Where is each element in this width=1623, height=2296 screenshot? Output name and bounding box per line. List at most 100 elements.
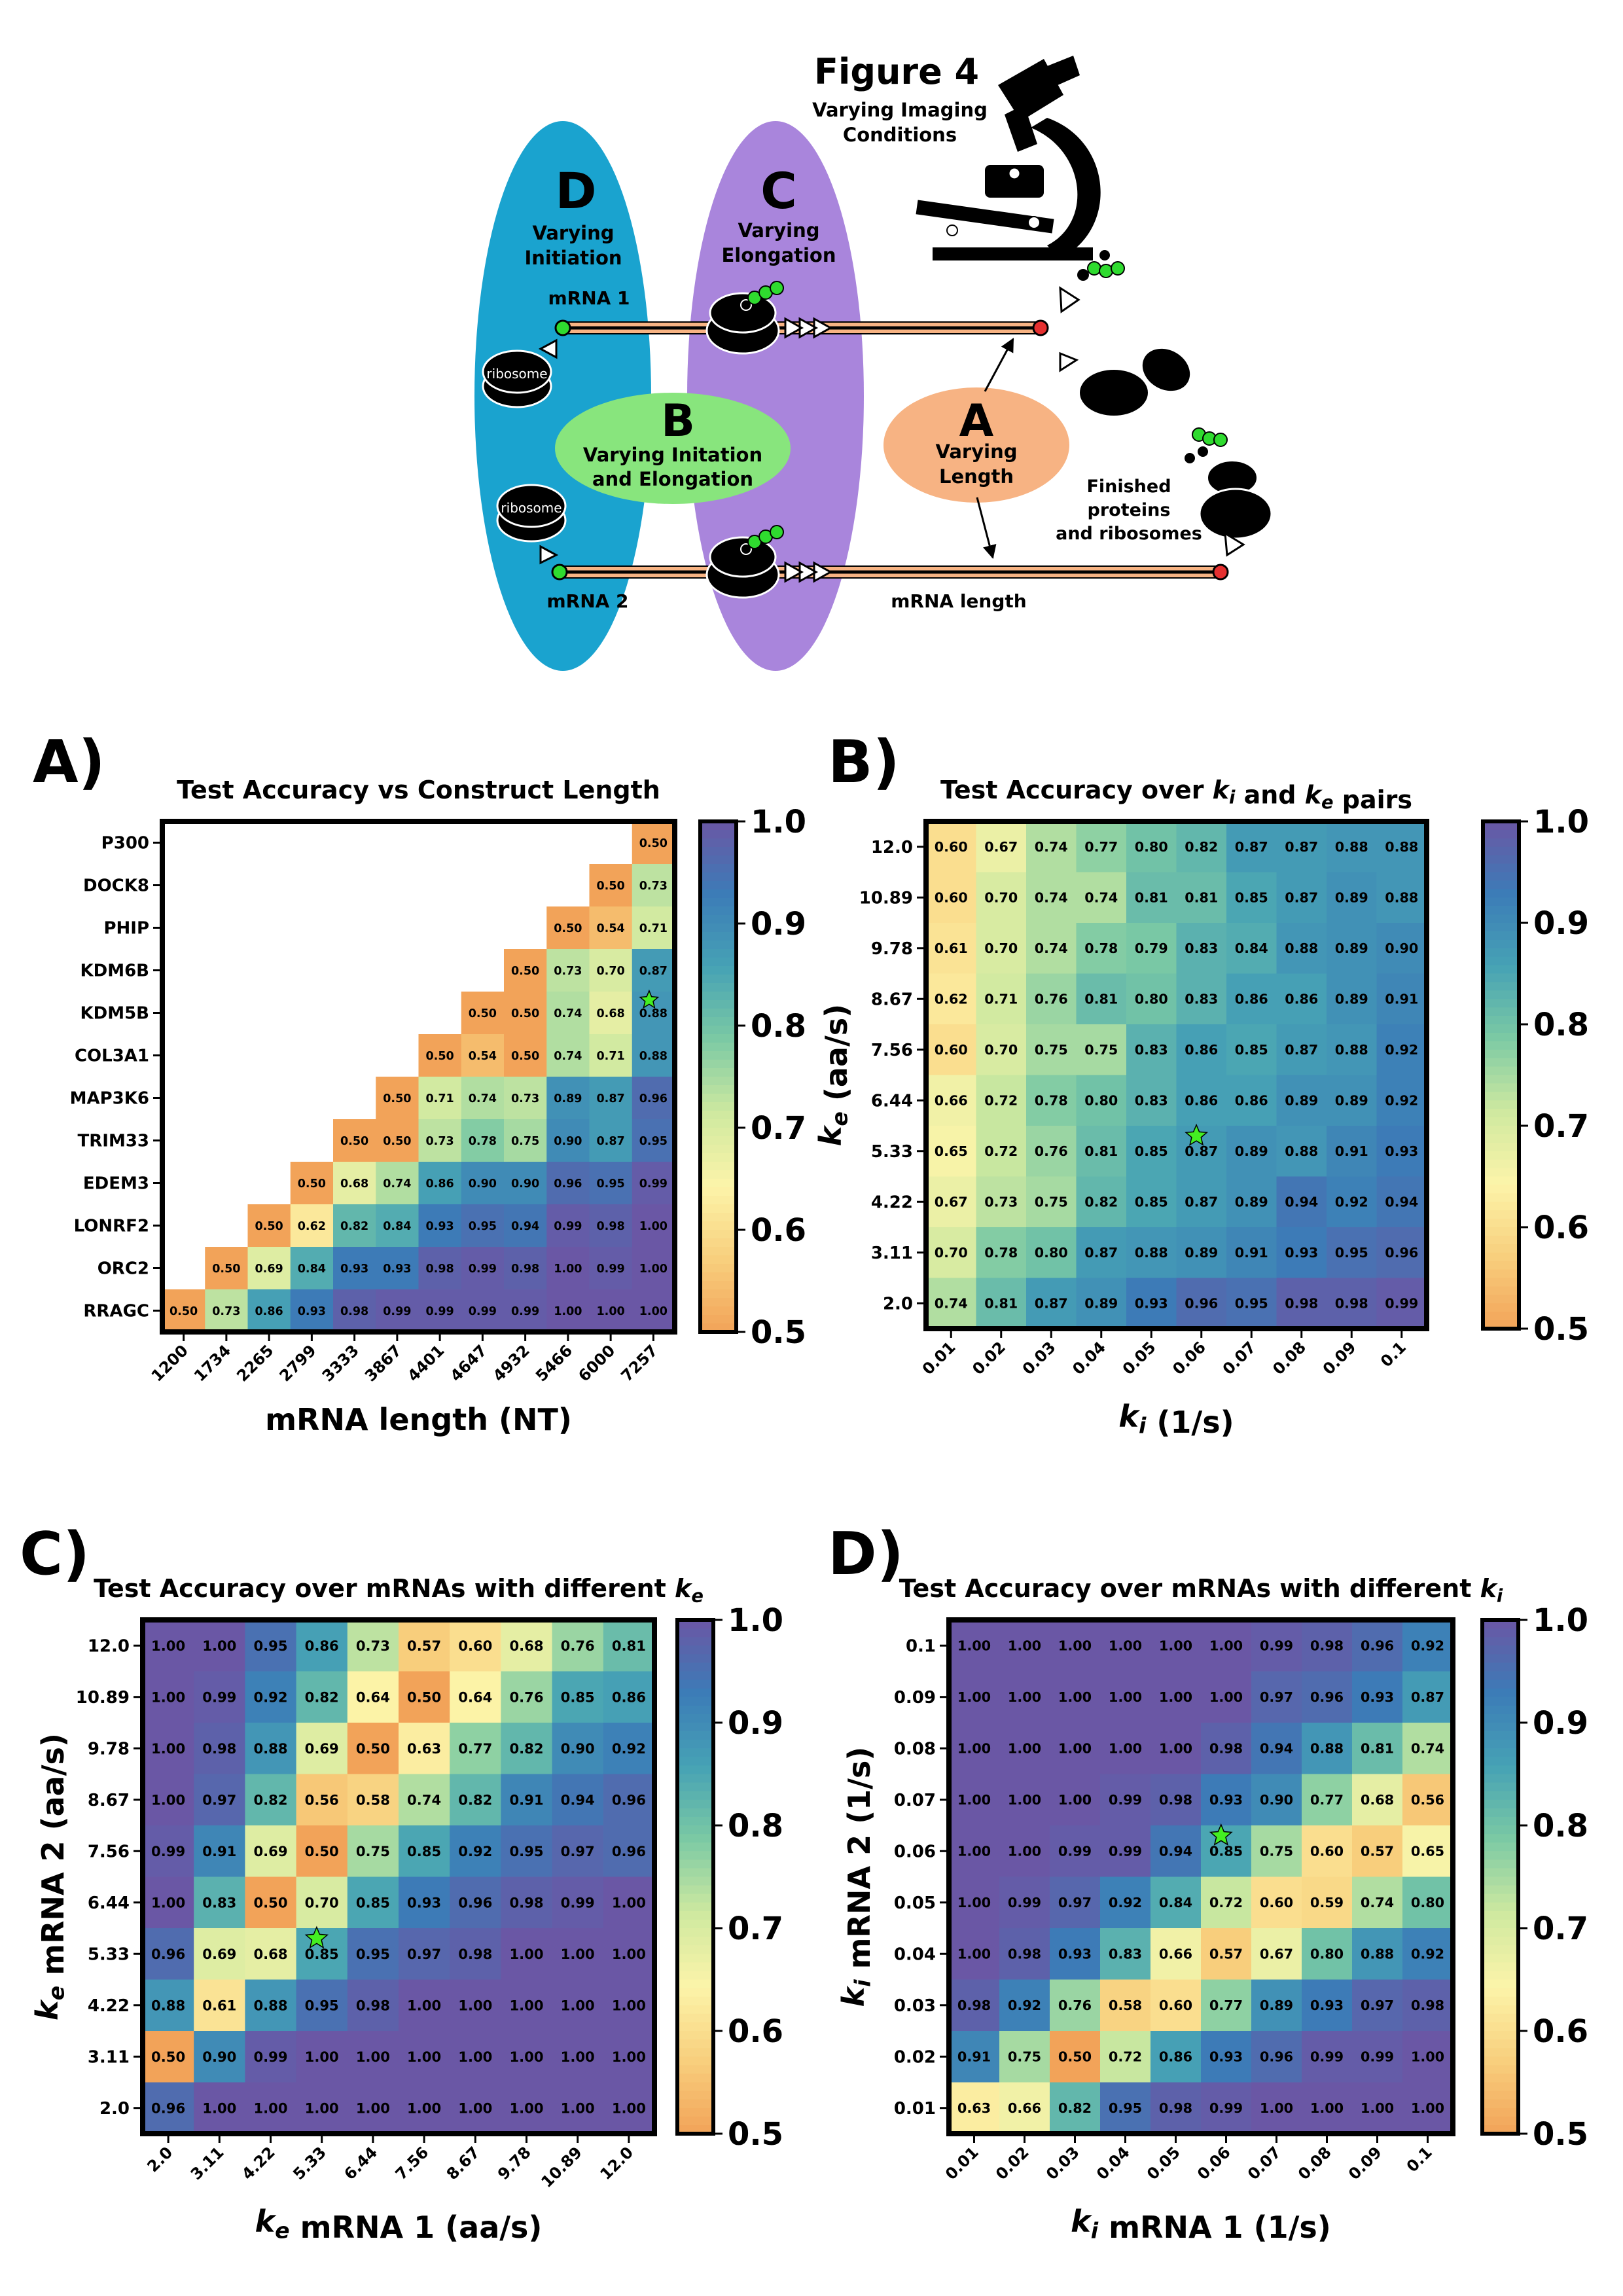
cell-value-label: 0.84	[1159, 1895, 1192, 1910]
cell-value-label: 1.00	[1411, 2100, 1444, 2116]
heatmap-cell	[1150, 1723, 1202, 1775]
cell-value-label: 1.00	[957, 1792, 991, 1808]
heatmap-cell	[1251, 1825, 1302, 1878]
colorbar-segment	[1482, 1740, 1518, 1749]
colorbar-segment	[1482, 1662, 1518, 1672]
heatmap-cell	[1126, 872, 1177, 924]
colorbar-segment	[1483, 855, 1519, 865]
x-tick-label: 3333	[319, 1341, 363, 1385]
colorbar-segment	[1483, 1083, 1519, 1093]
x-tick-label: 7.56	[392, 2143, 433, 2183]
heatmap-cell	[949, 1825, 1000, 1878]
colorbar-segment	[1483, 1312, 1519, 1321]
colorbar-segment	[1482, 1799, 1518, 1809]
heatmap-cell	[926, 1024, 977, 1076]
heatmap-cell	[546, 1119, 590, 1162]
heatmap-cell	[552, 2031, 604, 2083]
heatmap-cell	[1026, 821, 1077, 873]
colorbar-segment	[1483, 1066, 1519, 1076]
x-tick-label: 7257	[618, 1341, 662, 1385]
colorbar-segment	[677, 1971, 713, 1981]
cell-value-label: 0.74	[407, 1791, 441, 1808]
heatmap-cell	[194, 1979, 245, 2032]
cell-value-label: 0.60	[935, 1042, 968, 1058]
cell-value-label: 1.00	[151, 1740, 185, 1757]
figure-title: Figure 4	[814, 51, 979, 92]
colorbar-segment	[1482, 1902, 1518, 1912]
colorbar-segment	[700, 1077, 736, 1086]
cell-value-label: 0.87	[1035, 1296, 1068, 1312]
heatmap-cell	[1302, 1928, 1353, 1981]
colorbar-segment	[700, 1111, 736, 1120]
colorbar-tick-label: 1.0	[1533, 804, 1589, 840]
cell-value-label: 1.00	[596, 1305, 624, 1318]
mrna2-label: mRNA 2	[546, 590, 628, 612]
colorbar-segment	[1482, 2056, 1518, 2066]
cell-value-label: 0.78	[1035, 1093, 1068, 1109]
y-tick-label: 0.07	[894, 1791, 936, 1810]
colorbar-segment	[700, 1068, 736, 1077]
colorbar-segment	[677, 1825, 713, 1835]
mrna1-end-cap	[1032, 319, 1049, 336]
chart-title: Test Accuracy over ki​ and ke​ pairs	[940, 776, 1412, 814]
finished-label-line1: Finished	[1086, 476, 1171, 497]
colorbar-segment	[677, 2090, 713, 2100]
cell-value-label: 0.88	[1285, 941, 1318, 956]
heatmap-cell	[1076, 923, 1127, 975]
cell-value-label: 0.93	[1209, 1792, 1243, 1808]
heatmap-cell	[347, 2082, 399, 2134]
cell-value-label: 1.00	[458, 1997, 492, 2013]
cell-value-label: 0.85	[1209, 1844, 1243, 1859]
y-tick-label: 10.89	[859, 888, 913, 908]
cell-value-label: 1.00	[356, 2049, 390, 2065]
colorbar-segment	[1482, 1620, 1518, 1629]
heatmap-cell	[1276, 923, 1327, 975]
colorbar-segment	[1483, 829, 1519, 839]
cell-value-label: 0.75	[1084, 1042, 1118, 1058]
cell-value-label: 0.85	[1235, 1042, 1268, 1058]
heatmap-cell	[1201, 1876, 1252, 1929]
colorbar-segment	[1483, 821, 1519, 831]
heatmap-cell	[1201, 2031, 1252, 2083]
cell-value-label: 0.74	[935, 1296, 968, 1312]
heatmap-cell	[1302, 1774, 1353, 1826]
x-tick-label: 0.06	[1169, 1338, 1209, 1378]
colorbar-segment	[700, 821, 736, 831]
panel-c-label-line1: Varying	[738, 219, 820, 242]
heatmap-cell	[1176, 821, 1227, 873]
heatmap-cell	[245, 2031, 297, 2083]
colorbar-segment	[1483, 956, 1519, 966]
cell-value-label: 0.87	[1235, 839, 1268, 855]
heatmap-panel-a: A) Test Accuracy vs Construct Length 0.50 0…	[33, 728, 806, 1437]
heatmap-cell	[1376, 1176, 1427, 1228]
cell-value-label: 0.82	[253, 1791, 287, 1808]
heatmap-cell	[245, 1671, 297, 1723]
heatmap-cell	[589, 1034, 633, 1077]
cell-value-label: 1.00	[554, 1305, 582, 1318]
cell-value-label: 0.75	[356, 1843, 390, 1859]
heatmap-cell	[999, 1876, 1050, 1929]
x-tick-label: 10.89	[537, 2143, 585, 2191]
heatmap-cell	[194, 1928, 245, 1981]
colorbar-segment	[677, 1620, 713, 1629]
x-tick-label: 2799	[276, 1341, 320, 1385]
cell-value-label: 1.00	[612, 1997, 646, 2013]
colorbar-segment	[677, 1962, 713, 1972]
cell-value-label: 0.77	[458, 1740, 492, 1757]
cell-value-label: 0.50	[305, 1843, 339, 1859]
colorbar-segment	[1483, 1151, 1519, 1160]
x-tick-label: 1734	[190, 1341, 234, 1385]
heatmap-cell	[205, 1289, 249, 1333]
heatmap-cell	[1176, 872, 1227, 924]
heatmap-cell	[245, 1723, 297, 1775]
cell-value-label: 0.95	[469, 1220, 497, 1233]
cell-value-label: 0.84	[1235, 941, 1268, 956]
colorbar-segment	[677, 1885, 713, 1895]
colorbar-segment	[1482, 1731, 1518, 1740]
colorbar-segment	[1482, 1782, 1518, 1792]
heatmap-cell	[552, 1928, 604, 1981]
cell-value-label: 0.95	[253, 1638, 287, 1654]
cell-value-label: 0.85	[407, 1843, 441, 1859]
colorbar-segment	[677, 1988, 713, 1998]
